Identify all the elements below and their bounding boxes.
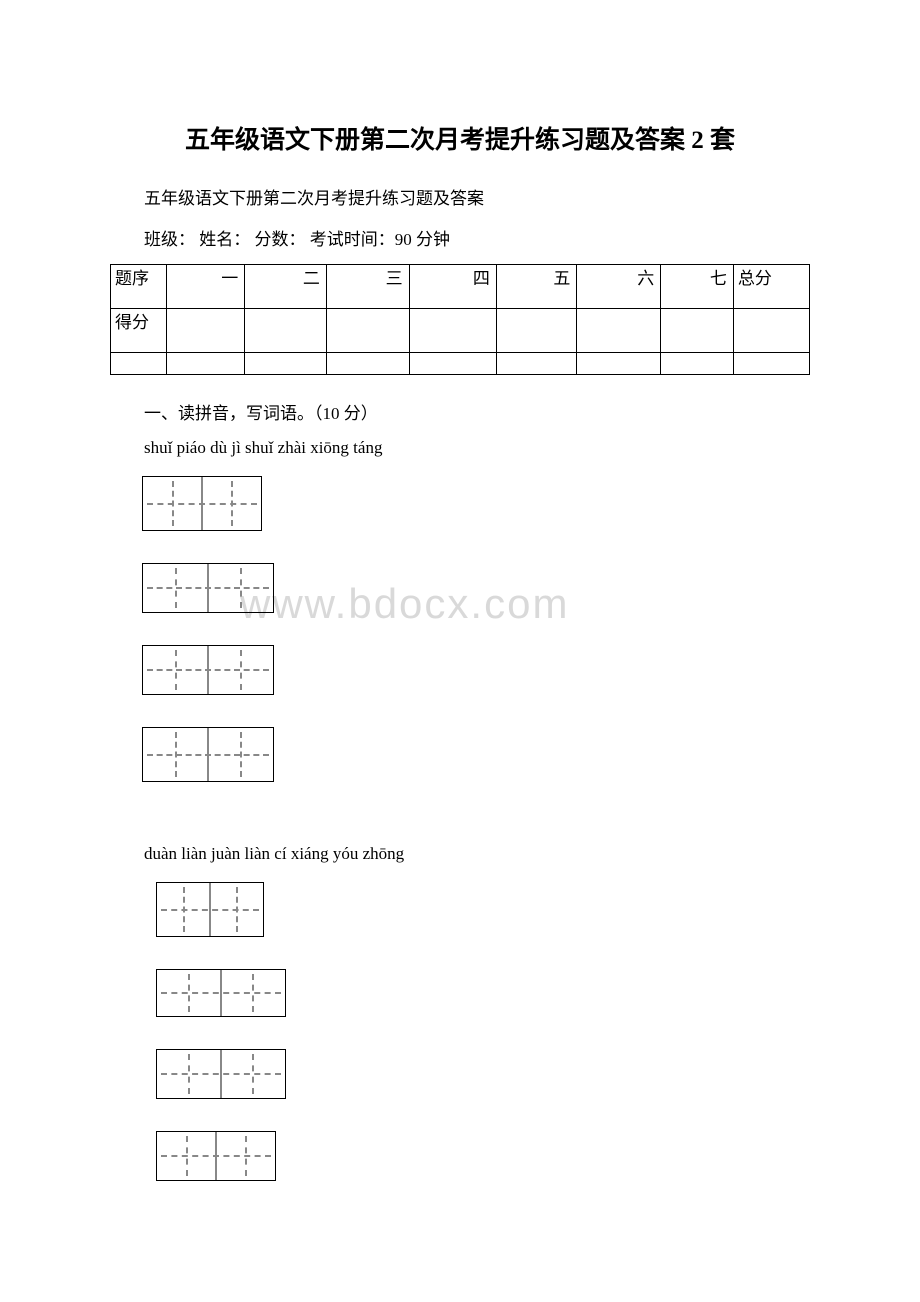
writing-cell — [157, 883, 210, 936]
table-cell: 五 — [496, 265, 577, 309]
writing-box — [142, 645, 274, 695]
writing-cell — [157, 1050, 221, 1098]
table-cell: 总分 — [733, 265, 809, 309]
table-cell — [496, 309, 577, 353]
table-cell: 六 — [577, 265, 661, 309]
writing-box — [142, 476, 262, 531]
table-cell — [326, 309, 409, 353]
writing-box — [142, 563, 274, 613]
table-cell — [111, 353, 167, 375]
writing-box — [156, 969, 286, 1017]
table-cell — [577, 309, 661, 353]
score-table: 题序 一 二 三 四 五 六 七 总分 得分 — [110, 264, 810, 375]
table-cell — [409, 353, 496, 375]
table-row — [111, 353, 810, 375]
table-row: 得分 — [111, 309, 810, 353]
table-cell — [409, 309, 496, 353]
table-cell: 三 — [326, 265, 409, 309]
subtitle: 五年级语文下册第二次月考提升练习题及答案 — [110, 184, 810, 209]
table-cell — [733, 309, 809, 353]
table-cell — [245, 309, 327, 353]
info-line: 班级： 姓名： 分数： 考试时间：90 分钟 — [110, 225, 810, 250]
writing-cell — [143, 646, 208, 694]
writing-box — [156, 1049, 286, 1099]
writing-cell — [143, 477, 202, 530]
row2-label: 得分 — [111, 309, 167, 353]
table-cell: 二 — [245, 265, 327, 309]
table-cell — [661, 353, 734, 375]
writing-cell — [157, 970, 221, 1016]
table-cell — [496, 353, 577, 375]
table-cell: 七 — [661, 265, 734, 309]
section-1-heading: 一、读拼音，写词语。（10 分） — [110, 399, 810, 424]
writing-cell — [143, 728, 208, 781]
writing-cell — [208, 728, 273, 781]
writing-box — [142, 727, 274, 782]
writing-cell — [210, 883, 263, 936]
table-cell — [166, 309, 244, 353]
writing-cell — [157, 1132, 216, 1180]
char-box-group-2 — [142, 882, 810, 1185]
writing-cell — [216, 1132, 275, 1180]
writing-box — [156, 882, 264, 937]
table-cell — [245, 353, 327, 375]
pinyin-line-2: duàn liàn juàn liàn cí xiáng yóu zhōng — [110, 844, 810, 864]
writing-cell — [221, 970, 285, 1016]
table-cell — [577, 353, 661, 375]
char-box-group-1 — [142, 476, 810, 786]
table-cell: 四 — [409, 265, 496, 309]
table-cell — [733, 353, 809, 375]
writing-cell — [221, 1050, 285, 1098]
table-cell — [166, 353, 244, 375]
writing-cell — [202, 477, 261, 530]
table-cell: 一 — [166, 265, 244, 309]
page-title: 五年级语文下册第二次月考提升练习题及答案 2 套 — [110, 120, 810, 156]
writing-cell — [143, 564, 208, 612]
table-cell — [326, 353, 409, 375]
writing-cell — [208, 564, 273, 612]
table-cell — [661, 309, 734, 353]
pinyin-line-1: shuǐ piáo dù jì shuǐ zhài xiōng táng — [110, 438, 810, 458]
writing-cell — [208, 646, 273, 694]
row1-label: 题序 — [111, 265, 167, 309]
table-row: 题序 一 二 三 四 五 六 七 总分 — [111, 265, 810, 309]
writing-box — [156, 1131, 276, 1181]
